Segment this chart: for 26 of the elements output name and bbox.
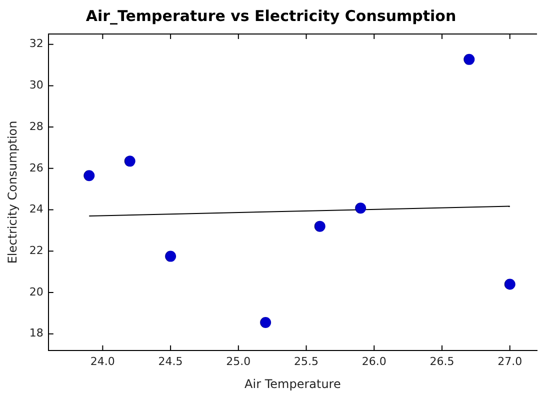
y-tick-label: 26: [29, 161, 44, 174]
y-tick-label: 28: [29, 120, 44, 133]
point: [84, 170, 95, 182]
y-tick-label: 32: [29, 37, 44, 50]
y-tick-label: 20: [29, 285, 44, 298]
y-tick-label: 22: [29, 244, 44, 257]
point: [260, 316, 272, 328]
point: [165, 250, 176, 262]
point: [464, 54, 475, 65]
y-tick-label: 30: [29, 78, 44, 92]
x-tick-label: 27.0: [498, 354, 522, 368]
chart-title: Air_Temperature vs Electricity Consumption: [86, 6, 456, 25]
x-tick-label: 26.5: [430, 354, 454, 368]
x-tick-label: 24.5: [158, 354, 183, 368]
y-axis-title: Electricity Consumption: [5, 120, 20, 264]
x-tick-label: 26.0: [362, 354, 386, 368]
point: [314, 220, 326, 232]
x-tick-label: 25.5: [294, 354, 319, 368]
x-tick-label: 25.0: [226, 354, 251, 368]
x-axis-title: Air Temperature: [244, 376, 341, 391]
point: [124, 156, 136, 167]
point: [504, 278, 516, 290]
y-tick-label: 24: [29, 202, 44, 216]
point: [355, 202, 366, 214]
y-tick-label: 18: [29, 326, 44, 340]
x-tick-label: 24.0: [90, 354, 115, 368]
